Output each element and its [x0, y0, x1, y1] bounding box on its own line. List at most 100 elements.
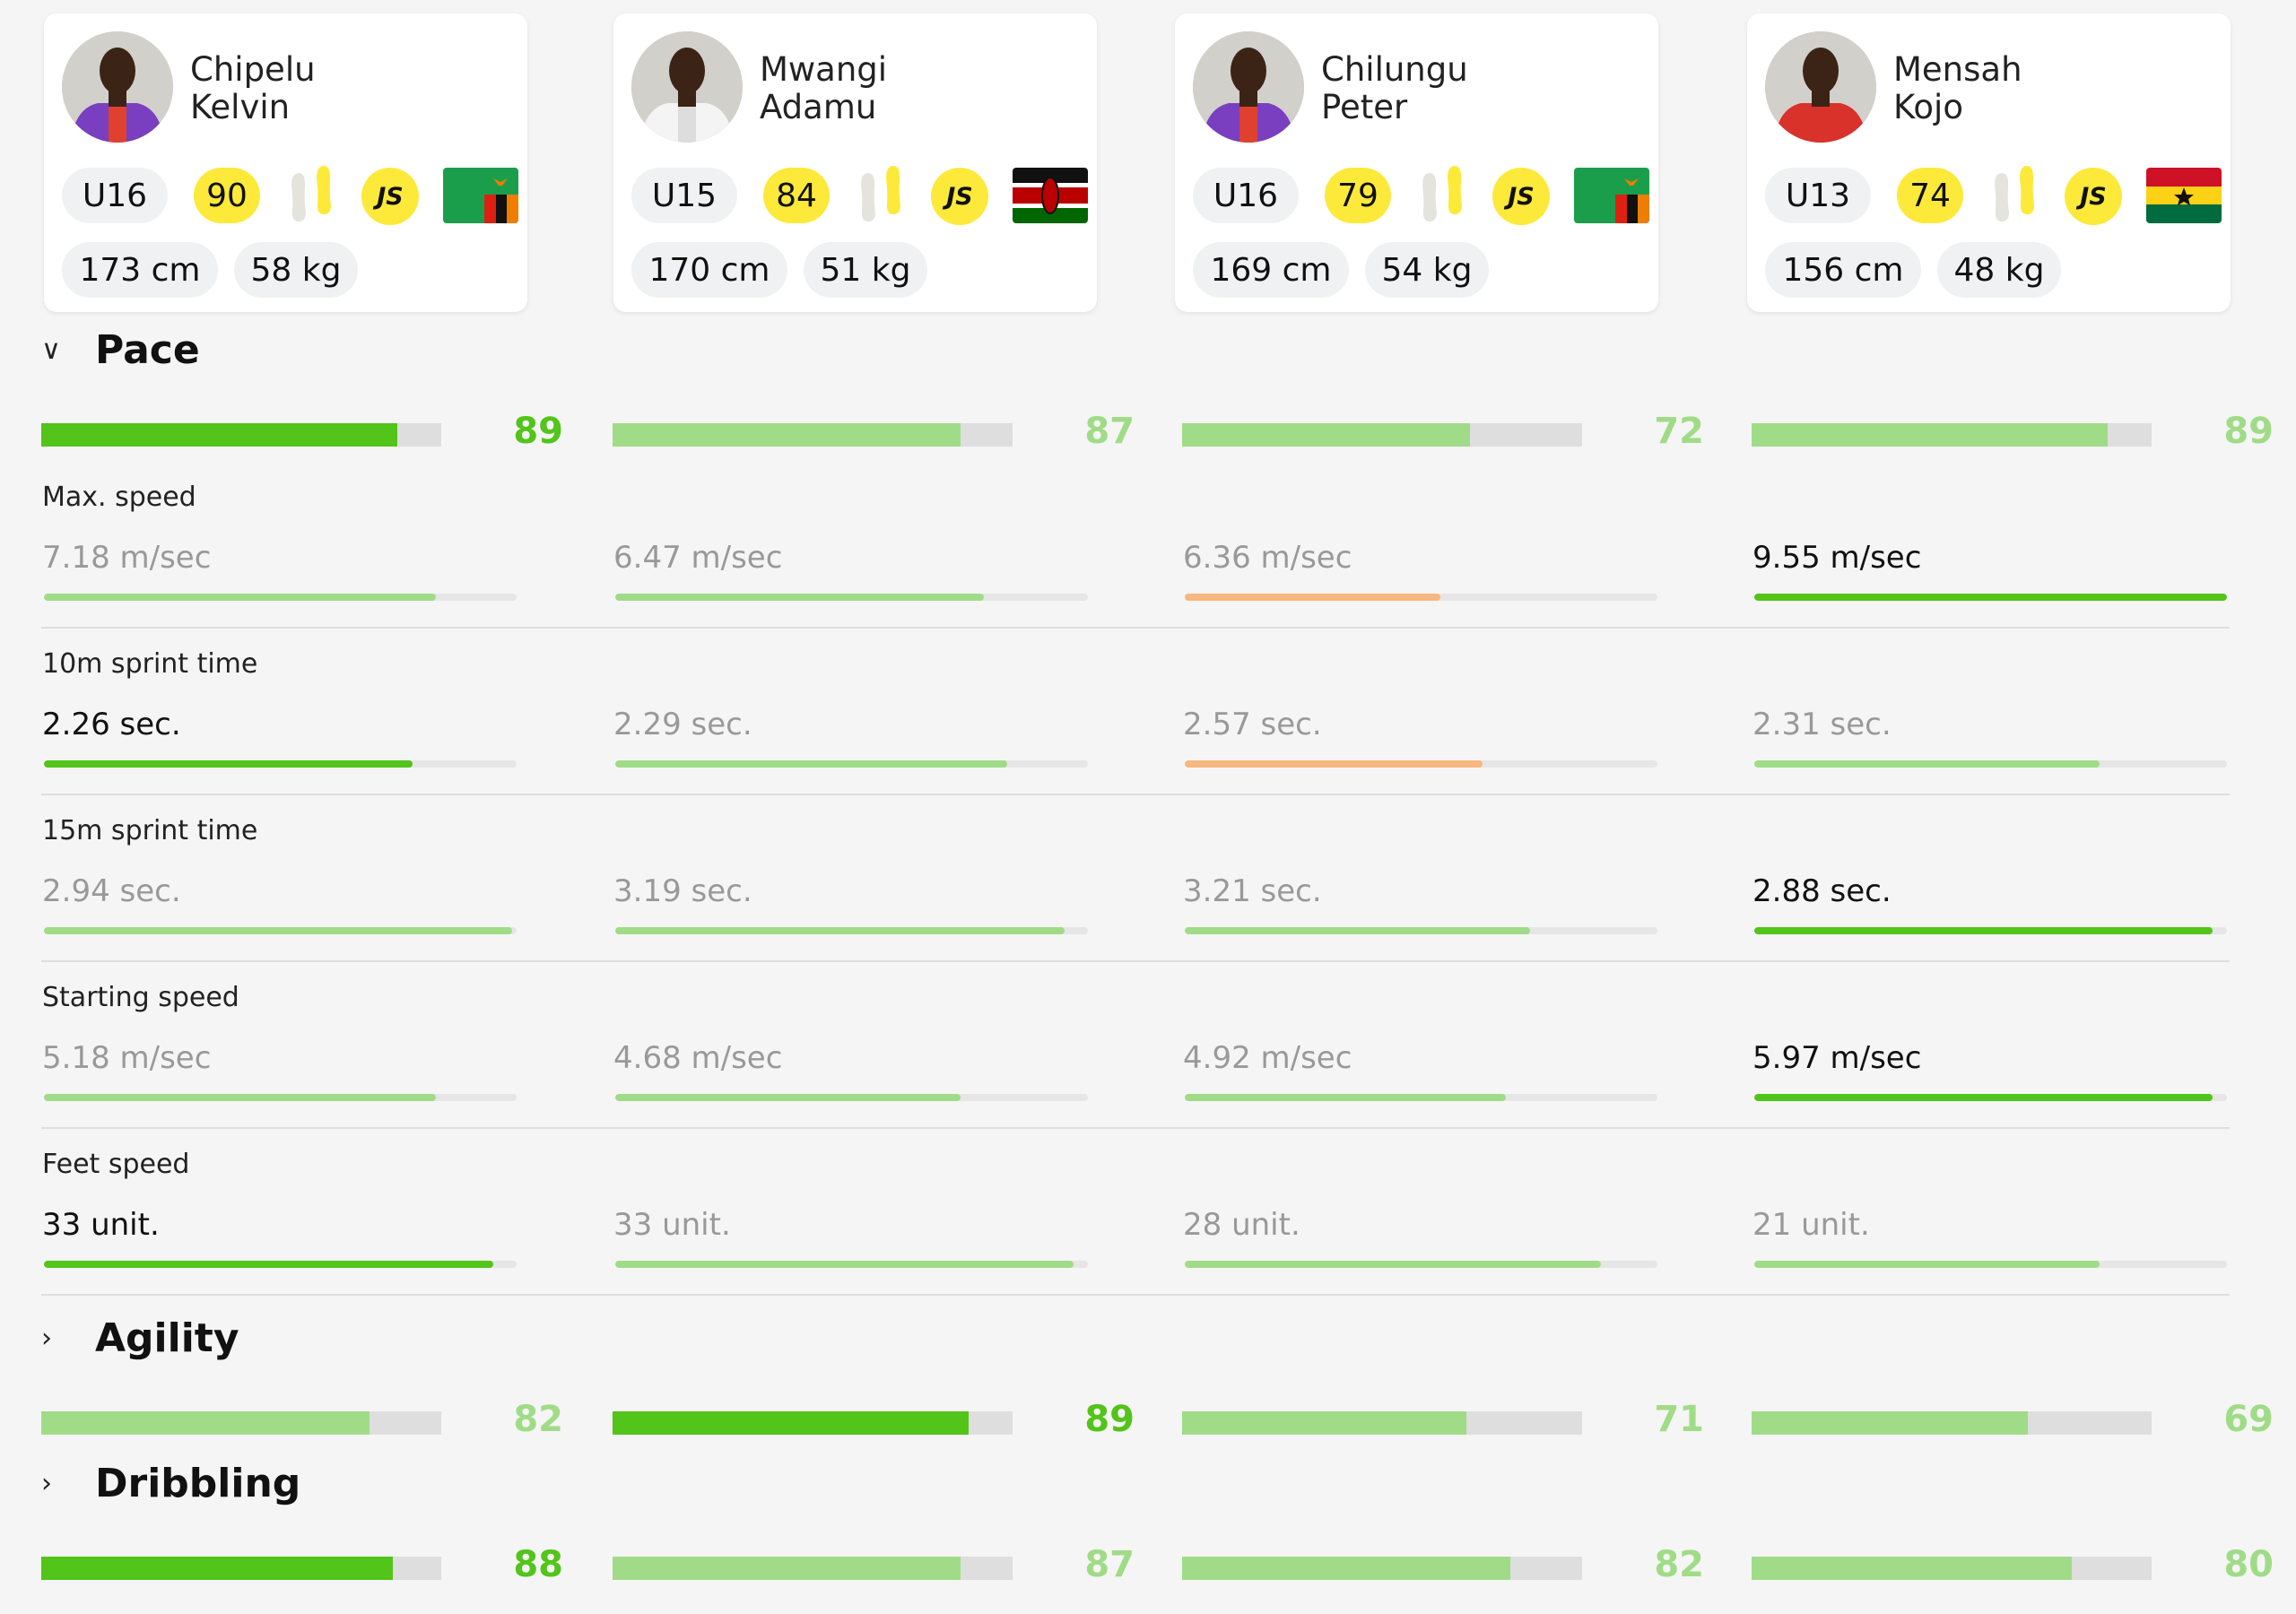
score-value: 89: [1084, 1399, 1135, 1440]
metric-value: 6.36 m/sec: [1183, 540, 1352, 576]
score-bar: [41, 423, 441, 447]
metric-bar-fill: [44, 1261, 493, 1268]
metric-bar-fill: [615, 1094, 961, 1101]
score-bar-fill: [1182, 1557, 1510, 1580]
last-name: Peter: [1321, 88, 1408, 126]
score-value: 87: [1084, 411, 1135, 452]
metric-bar-fill: [44, 1094, 437, 1101]
score-value: 89: [513, 411, 563, 452]
divider: [41, 960, 2230, 962]
js-badge: JS: [1492, 168, 1550, 225]
metric-label: Feet speed: [42, 1149, 190, 1180]
chevron-right-icon: ›: [41, 1468, 52, 1499]
metric-bar: [44, 1261, 517, 1268]
score-bar-fill: [1182, 423, 1471, 447]
preferred-foot-icon: [1989, 166, 2039, 223]
height-badge: 169 cm: [1193, 242, 1349, 298]
metric-bar-fill: [1754, 1094, 2213, 1101]
chevron-right-icon: ›: [41, 1323, 52, 1354]
score-bar: [613, 423, 1013, 447]
preferred-foot-icon: [286, 166, 336, 223]
metric-value: 5.18 m/sec: [42, 1040, 212, 1076]
rating-badge: 74: [1897, 168, 1963, 223]
metric-value: 4.92 m/sec: [1183, 1040, 1352, 1076]
js-badge: JS: [2065, 168, 2122, 225]
ghana-flag-icon: [2146, 168, 2222, 223]
metric-label: 15m sprint time: [42, 815, 258, 846]
divider: [41, 794, 2230, 795]
player-name[interactable]: Chipelu Kelvin: [190, 51, 316, 126]
rating-badge: 90: [194, 168, 260, 223]
rating-badge: 84: [763, 168, 830, 223]
height-badge: 170 cm: [631, 242, 787, 298]
score-value: 87: [1084, 1544, 1135, 1585]
score-bar-fill: [41, 1411, 370, 1435]
player-name[interactable]: Mwangi Adamu: [760, 51, 887, 126]
player-card[interactable]: Mensah Kojo U13 74 JS 156 cm 48 kg: [1747, 13, 2231, 312]
preferred-foot-icon: [1417, 166, 1467, 223]
metric-bar-fill: [1754, 594, 2227, 601]
avatar: [1765, 31, 1876, 143]
metric-value: 2.94 sec.: [42, 873, 181, 909]
rating-badge: 79: [1325, 168, 1391, 223]
section-toggle-pace[interactable]: ∨ Pace: [41, 327, 200, 373]
score-bar-fill: [613, 1411, 969, 1435]
metric-value: 28 unit.: [1183, 1207, 1300, 1243]
metric-value: 9.55 m/sec: [1752, 540, 1922, 576]
player-card[interactable]: Chipelu Kelvin U16 90 JS 173 cm 58 kg: [44, 13, 527, 312]
first-name: Mensah: [1893, 50, 2022, 89]
metric-bar-fill: [615, 1261, 1074, 1268]
player-card[interactable]: Mwangi Adamu U15 84 JS 170 cm 51 kg: [613, 13, 1097, 312]
player-name[interactable]: Mensah Kojo: [1893, 51, 2022, 126]
divider: [41, 1127, 2230, 1129]
player-card[interactable]: Chilungu Peter U16 79 JS 169 cm 54 kg: [1175, 13, 1658, 312]
age-group-badge: U13: [1765, 168, 1871, 223]
metric-bar: [1185, 1094, 1657, 1101]
metric-bar: [1185, 1261, 1657, 1268]
metric-bar: [1754, 1094, 2227, 1101]
kenya-flag-icon: [1013, 168, 1088, 223]
metric-bar: [44, 760, 517, 768]
last-name: Adamu: [760, 88, 877, 126]
score-bar-fill: [613, 1557, 961, 1580]
age-group-badge: U16: [1193, 168, 1299, 223]
score-bar-fill: [41, 423, 397, 447]
height-badge: 156 cm: [1765, 242, 1921, 298]
score-bar: [1182, 1411, 1582, 1435]
section-toggle-dribbling[interactable]: › Dribbling: [41, 1461, 300, 1506]
metric-bar-fill: [44, 760, 413, 768]
metric-bar-fill: [615, 594, 985, 601]
zambia-flag-icon: [1574, 168, 1649, 223]
section-toggle-agility[interactable]: › Agility: [41, 1315, 239, 1361]
metric-bar: [1754, 760, 2227, 768]
metric-bar: [615, 927, 1088, 934]
score-bar: [1182, 423, 1582, 447]
last-name: Kelvin: [190, 88, 291, 126]
first-name: Chipelu: [190, 50, 316, 89]
score-bar-fill: [41, 1557, 394, 1580]
metric-bar: [1754, 1261, 2227, 1268]
score-bar: [1752, 1411, 2152, 1435]
metric-bar-fill: [44, 927, 512, 934]
last-name: Kojo: [1893, 88, 1963, 126]
first-name: Mwangi: [760, 50, 888, 89]
metric-value: 33 unit.: [42, 1207, 160, 1243]
score-bar-fill: [613, 423, 961, 447]
metric-label: Max. speed: [42, 482, 196, 513]
first-name: Chilungu: [1321, 50, 1468, 89]
player-name[interactable]: Chilungu Peter: [1321, 51, 1468, 126]
section-title: Dribbling: [95, 1461, 301, 1506]
avatar: [631, 31, 743, 143]
metric-value: 5.97 m/sec: [1752, 1040, 1922, 1076]
metric-bar-fill: [1185, 594, 1440, 601]
metric-bar-fill: [1185, 1094, 1507, 1101]
metric-bar-fill: [1185, 927, 1530, 934]
score-bar-fill: [1182, 1411, 1466, 1435]
divider: [41, 1294, 2230, 1296]
metric-bar-fill: [1754, 1261, 2100, 1268]
metric-bar: [615, 594, 1088, 601]
metric-bar-fill: [1754, 927, 2213, 934]
metric-value: 6.47 m/sec: [613, 540, 783, 576]
avatar: [62, 31, 173, 143]
metric-label: Starting speed: [42, 982, 239, 1013]
